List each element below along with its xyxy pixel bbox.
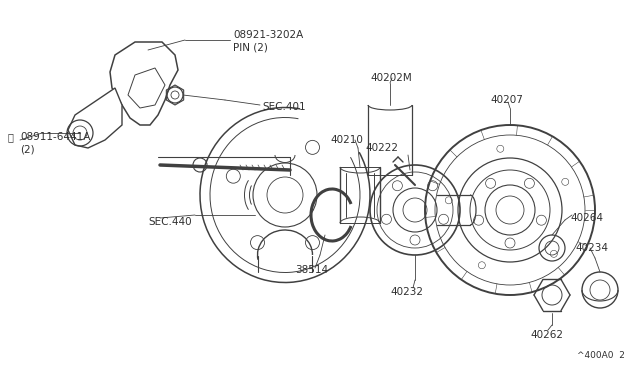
- Text: PIN (2): PIN (2): [233, 43, 268, 53]
- Polygon shape: [68, 88, 122, 148]
- Text: (2): (2): [20, 145, 35, 155]
- Text: 08911-6441A: 08911-6441A: [20, 132, 90, 142]
- Text: 08921-3202A: 08921-3202A: [233, 30, 303, 40]
- Text: 40210: 40210: [330, 135, 363, 145]
- Text: 40262: 40262: [530, 330, 563, 340]
- Text: 40232: 40232: [390, 287, 423, 297]
- Polygon shape: [110, 42, 178, 125]
- Text: 40264: 40264: [570, 213, 603, 223]
- Circle shape: [582, 272, 618, 308]
- Text: ^400A0  2: ^400A0 2: [577, 351, 625, 360]
- Text: 40234: 40234: [575, 243, 608, 253]
- Text: 38514: 38514: [295, 265, 328, 275]
- Text: 40202M: 40202M: [370, 73, 412, 83]
- Text: 40207: 40207: [490, 95, 523, 105]
- Text: 40222: 40222: [365, 143, 398, 153]
- Text: SEC.440: SEC.440: [148, 217, 191, 227]
- Text: SEC.401: SEC.401: [262, 102, 306, 112]
- Text: Ⓝ: Ⓝ: [8, 132, 14, 142]
